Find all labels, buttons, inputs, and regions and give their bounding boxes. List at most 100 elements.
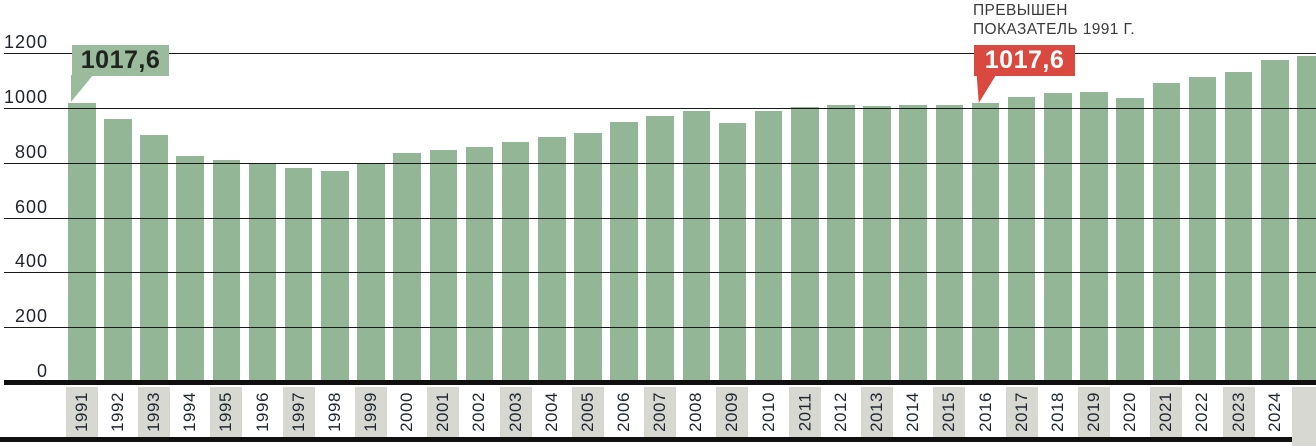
year-label-box: 2003 — [499, 387, 532, 437]
year-label-box: 2013 — [861, 387, 893, 437]
year-label: 2024 — [1264, 392, 1284, 432]
bar-1992 — [104, 118, 132, 382]
year-label: 2004 — [541, 392, 561, 432]
year-label: 2005 — [577, 392, 597, 432]
year-label: 2011 — [794, 392, 814, 432]
year-label: 2013 — [867, 392, 887, 432]
y-tick-label: 1000 — [3, 87, 48, 107]
year-label: 2001 — [433, 392, 453, 432]
bar-2021 — [1152, 83, 1180, 382]
grid-line — [4, 53, 1316, 54]
callout-1991-tail — [71, 75, 93, 102]
year-label: 2017 — [1011, 392, 1031, 432]
year-label-box: 2022 — [1186, 387, 1219, 437]
year-label-box: 1991 — [65, 387, 98, 437]
bar-2022 — [1188, 77, 1217, 382]
grid-line — [4, 163, 1316, 164]
year-label: 2009 — [722, 392, 742, 432]
year-label-box: 1993 — [138, 387, 171, 437]
year-label: 2000 — [397, 392, 417, 432]
year-label-box: 2007 — [644, 387, 677, 437]
y-tick-label: 800 — [14, 142, 48, 162]
bar-2003 — [501, 142, 530, 382]
year-label: 2014 — [903, 392, 923, 432]
year-label-box: 2019 — [1077, 387, 1110, 437]
year-label-box: 1998 — [318, 387, 351, 437]
year-label: 2015 — [939, 392, 959, 432]
year-label: 2022 — [1192, 392, 1212, 432]
bar-2004 — [538, 136, 566, 382]
bar-1995 — [212, 159, 241, 382]
year-label: 1994 — [180, 392, 200, 432]
year-label-box: 1994 — [174, 387, 207, 437]
year-label-box: 2000 — [391, 387, 424, 437]
year-label-box: 1992 — [101, 387, 134, 437]
year-label: 2003 — [505, 392, 525, 432]
bar-1994 — [176, 155, 204, 382]
grid-line — [4, 108, 1316, 109]
year-label-box: 2005 — [571, 387, 604, 437]
y-tick-label: 400 — [14, 251, 48, 271]
year-label-box: 2015 — [933, 387, 966, 437]
year-label: 1997 — [288, 392, 308, 432]
x-axis-line — [4, 380, 1316, 385]
year-label-box: 2016 — [969, 387, 1002, 437]
year-label-box: 1997 — [282, 387, 315, 437]
year-label: 2018 — [1047, 392, 1067, 432]
year-label-box: 1996 — [246, 387, 279, 437]
grid-line — [4, 218, 1316, 219]
bar-2005 — [574, 132, 602, 382]
year-label-box: 2008 — [680, 387, 713, 437]
year-label-box: 2011 — [788, 387, 821, 437]
year-label: 2007 — [650, 392, 670, 432]
bar-2007 — [646, 116, 674, 382]
y-tick-label: 600 — [14, 197, 48, 217]
y-tick-label: 1200 — [3, 32, 48, 52]
y-tick-label: 0 — [36, 361, 48, 381]
annotation-line-1: ПРЕВЫШЕН — [973, 2, 1068, 19]
year-label-box: 1999 — [354, 387, 387, 437]
bar-1996 — [248, 164, 277, 382]
bar-2010 — [754, 110, 783, 382]
year-label-box: 2017 — [1005, 387, 1038, 437]
year-label-box: 1995 — [210, 387, 243, 437]
bar-2018 — [1044, 92, 1072, 382]
year-label: 2023 — [1228, 392, 1248, 432]
year-label-box: 2006 — [608, 387, 640, 437]
bar-2013 — [863, 105, 891, 382]
year-label: 2020 — [1120, 392, 1140, 432]
year-label-box: 2018 — [1041, 387, 1074, 437]
bar-2020 — [1116, 98, 1144, 382]
annotation-line-2: ПОКАЗАТЕЛЬ 1991 Г. — [973, 21, 1136, 38]
year-label: 2006 — [614, 392, 634, 432]
year-label: 1996 — [252, 392, 272, 432]
bar-2000 — [393, 153, 421, 382]
year-label: 1991 — [71, 392, 91, 432]
year-label: 1993 — [144, 392, 164, 432]
bar-2023 — [1224, 71, 1253, 382]
year-label-box: 2023 — [1222, 387, 1255, 437]
year-label: 2019 — [1083, 392, 1103, 432]
year-label: 2002 — [469, 392, 489, 432]
bar-2006 — [610, 121, 638, 382]
bar-2012 — [827, 104, 855, 382]
bar-1998 — [321, 170, 349, 382]
cropped-label-box — [1292, 387, 1316, 446]
year-label: 1992 — [107, 392, 127, 432]
year-label: 1998 — [324, 392, 344, 432]
year-label: 1995 — [216, 392, 236, 432]
year-label: 2021 — [1156, 392, 1176, 432]
bar-1993 — [140, 135, 168, 383]
bar-1997 — [284, 168, 313, 382]
year-label-box: 2024 — [1258, 387, 1291, 437]
bar-2002 — [465, 147, 494, 382]
year-label: 2012 — [830, 392, 850, 432]
bar-2008 — [682, 110, 710, 382]
grid-line — [4, 327, 1316, 328]
year-label-box: 2001 — [427, 387, 460, 437]
bar-2015 — [935, 105, 964, 382]
year-label: 2016 — [975, 392, 995, 432]
year-label-box: 2021 — [1150, 387, 1183, 437]
bar-2001 — [429, 149, 457, 382]
